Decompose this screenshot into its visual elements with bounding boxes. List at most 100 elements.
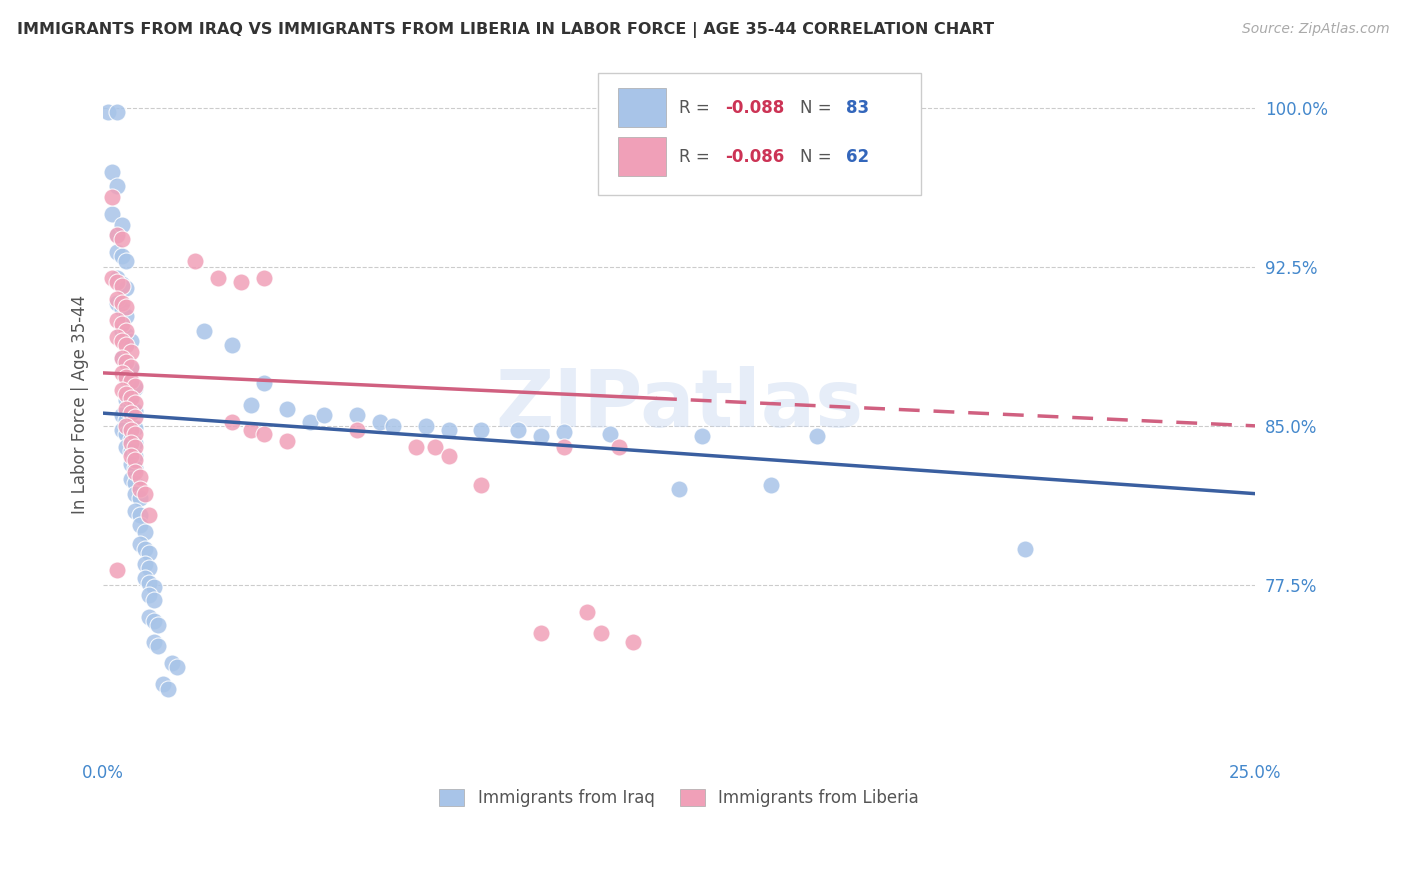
Point bbox=[599, 427, 621, 442]
Point bbox=[115, 281, 138, 295]
Point bbox=[231, 275, 253, 289]
Point bbox=[207, 270, 229, 285]
Point bbox=[110, 296, 132, 310]
Point bbox=[115, 309, 138, 323]
Point bbox=[124, 381, 146, 395]
Point bbox=[120, 359, 142, 374]
Point bbox=[382, 418, 405, 433]
Point bbox=[110, 409, 132, 423]
FancyBboxPatch shape bbox=[619, 88, 666, 127]
Point bbox=[105, 296, 128, 310]
Point bbox=[120, 344, 142, 359]
FancyBboxPatch shape bbox=[619, 137, 666, 176]
Point bbox=[120, 432, 142, 446]
Point bbox=[806, 429, 828, 443]
Point bbox=[120, 398, 142, 412]
Point bbox=[105, 105, 128, 120]
Point bbox=[120, 417, 142, 431]
Point bbox=[142, 592, 165, 607]
Point bbox=[120, 423, 142, 437]
Point bbox=[221, 415, 243, 429]
Point bbox=[124, 466, 146, 480]
Text: ZIPatlas: ZIPatlas bbox=[495, 366, 863, 443]
Point bbox=[120, 457, 142, 471]
Point bbox=[120, 334, 142, 348]
Point bbox=[129, 483, 152, 497]
Point bbox=[101, 190, 124, 204]
Point bbox=[105, 330, 128, 344]
Y-axis label: In Labor Force | Age 35-44: In Labor Force | Age 35-44 bbox=[72, 295, 89, 514]
Point bbox=[314, 409, 336, 423]
Point bbox=[138, 575, 160, 590]
Point bbox=[115, 370, 138, 384]
Point bbox=[120, 444, 142, 458]
Text: 83: 83 bbox=[846, 99, 869, 117]
Point bbox=[110, 218, 132, 232]
Point bbox=[124, 427, 146, 442]
Point bbox=[105, 179, 128, 194]
Point bbox=[115, 327, 138, 342]
Point bbox=[115, 401, 138, 416]
Point bbox=[115, 412, 138, 426]
Point bbox=[142, 580, 165, 594]
Point bbox=[156, 681, 179, 696]
Point bbox=[124, 449, 146, 463]
Point bbox=[124, 452, 146, 467]
Point bbox=[621, 635, 644, 649]
Point bbox=[470, 423, 492, 437]
Point bbox=[115, 440, 138, 454]
Point bbox=[120, 449, 142, 463]
Point bbox=[120, 375, 142, 389]
Text: Source: ZipAtlas.com: Source: ZipAtlas.com bbox=[1241, 22, 1389, 37]
Point bbox=[110, 334, 132, 348]
Point bbox=[124, 421, 146, 435]
Point bbox=[193, 324, 215, 338]
Point bbox=[276, 434, 298, 448]
Point bbox=[110, 232, 132, 246]
Point bbox=[124, 378, 146, 392]
Point bbox=[105, 292, 128, 306]
Point bbox=[115, 372, 138, 386]
Point bbox=[101, 164, 124, 178]
Point bbox=[115, 387, 138, 401]
Text: N =: N = bbox=[800, 147, 837, 166]
Point bbox=[115, 355, 138, 369]
Point bbox=[437, 449, 460, 463]
Point bbox=[575, 605, 598, 619]
Point bbox=[110, 277, 132, 291]
Point bbox=[607, 440, 630, 454]
Point bbox=[253, 270, 276, 285]
FancyBboxPatch shape bbox=[599, 72, 921, 195]
Point bbox=[134, 557, 156, 571]
Point bbox=[138, 588, 160, 602]
Point bbox=[115, 300, 138, 314]
Text: N =: N = bbox=[800, 99, 837, 117]
Point bbox=[253, 376, 276, 391]
Point bbox=[115, 393, 138, 408]
Point bbox=[115, 355, 138, 369]
Point bbox=[138, 508, 160, 522]
Point bbox=[110, 383, 132, 397]
Point bbox=[134, 571, 156, 585]
Point bbox=[221, 338, 243, 352]
Point bbox=[368, 415, 391, 429]
Point bbox=[142, 614, 165, 628]
Point bbox=[239, 423, 262, 437]
Point bbox=[553, 425, 575, 440]
Point bbox=[124, 503, 146, 517]
Point bbox=[110, 366, 132, 380]
Point bbox=[115, 418, 138, 433]
Point bbox=[105, 275, 128, 289]
Point bbox=[124, 440, 146, 454]
Point bbox=[110, 317, 132, 331]
Point bbox=[115, 338, 138, 352]
Point bbox=[110, 324, 132, 338]
Point bbox=[148, 618, 170, 632]
Point bbox=[184, 253, 207, 268]
Point bbox=[129, 537, 152, 551]
Point bbox=[110, 351, 132, 365]
Point bbox=[470, 478, 492, 492]
Text: 62: 62 bbox=[846, 147, 869, 166]
Point bbox=[115, 253, 138, 268]
Point bbox=[1014, 541, 1036, 556]
